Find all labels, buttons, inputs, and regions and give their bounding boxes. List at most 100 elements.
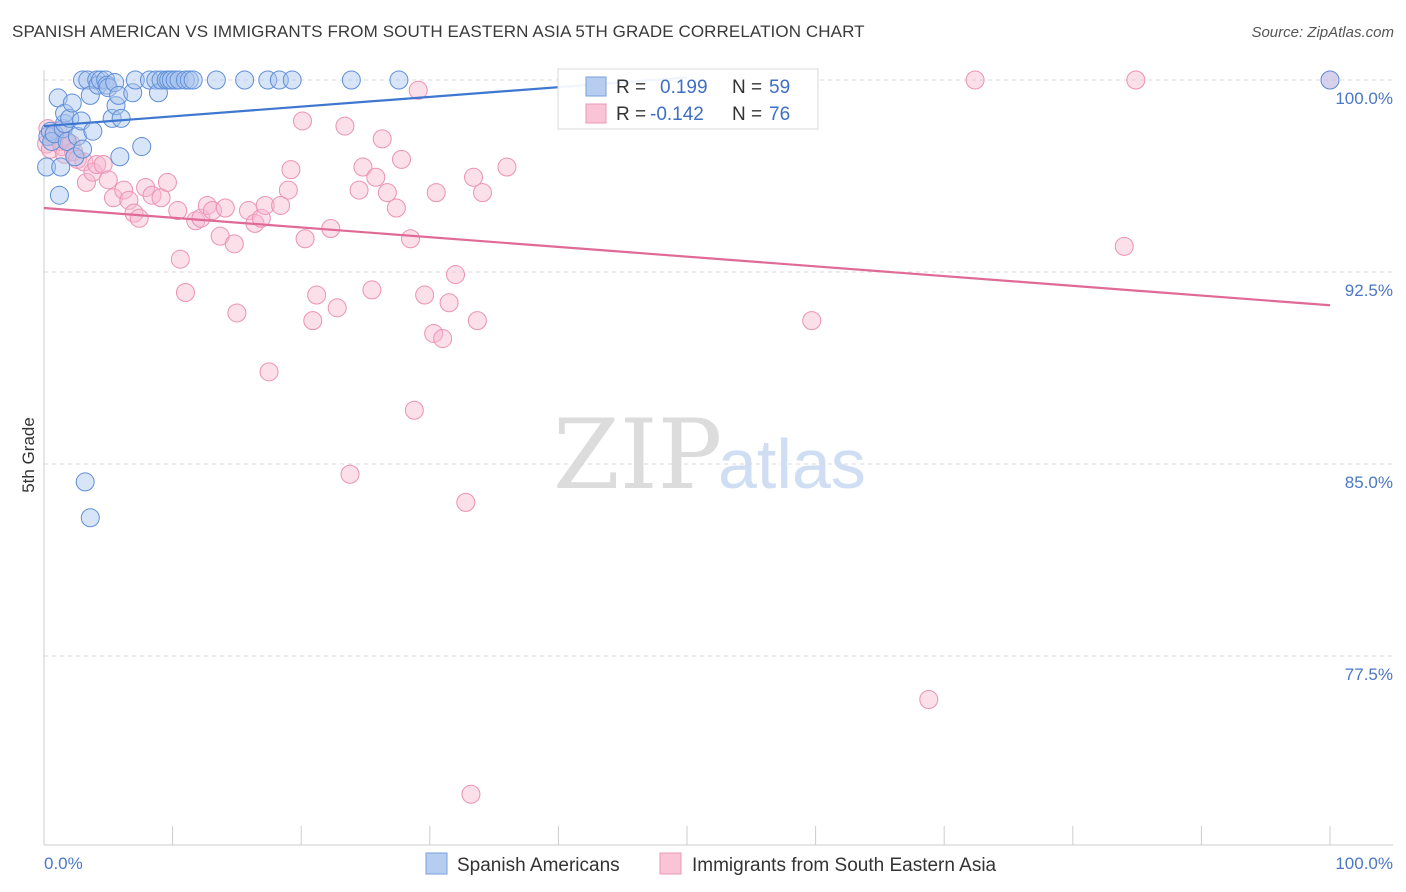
asia-point: [439, 293, 459, 313]
asia-point: [119, 190, 139, 210]
spanish-point: [75, 472, 95, 492]
asia-point: [497, 157, 517, 177]
spanish-point: [80, 508, 100, 528]
asia-point: [175, 282, 195, 302]
asia-point: [362, 280, 382, 300]
spanish-point: [282, 70, 302, 90]
asia-point: [303, 311, 323, 331]
spanish-point: [132, 137, 152, 157]
asia-point: [76, 172, 96, 192]
asia-point: [114, 180, 134, 200]
spanish-point: [65, 147, 85, 167]
stats-r-label-1: R =: [616, 77, 646, 98]
asia-point: [349, 180, 369, 200]
asia-point: [340, 464, 360, 484]
y-axis-label: 5th Grade: [19, 417, 38, 493]
asia-point: [37, 134, 57, 154]
asia-point: [919, 690, 939, 710]
asia-point: [292, 111, 312, 131]
asia-point: [377, 183, 397, 203]
stats-r-label-2: R =: [616, 104, 646, 125]
y-tick-label-1: 92.5%: [1345, 281, 1393, 300]
spanish-point: [111, 108, 131, 128]
asia-point: [965, 70, 985, 90]
stats-r-value-2: -0.142: [650, 104, 704, 125]
legend-label-asia: Immigrants from South Eastern Asia: [692, 855, 997, 876]
asia-point: [433, 329, 453, 349]
spanish-point: [98, 78, 118, 98]
asia-point: [456, 492, 476, 512]
spanish-point: [55, 103, 75, 123]
spanish-point: [37, 157, 57, 177]
chart-title: SPANISH AMERICAN VS IMMIGRANTS FROM SOUT…: [12, 22, 865, 41]
x-tick-label-100: 100.0%: [1335, 854, 1393, 873]
spanish-point: [42, 131, 62, 151]
legend-swatch-asia: [659, 852, 682, 875]
series-legend: Spanish Americans Immigrants from South …: [425, 852, 997, 876]
asia-point: [408, 80, 428, 100]
stats-swatch-spanish: [585, 76, 607, 97]
asia-point: [168, 201, 188, 221]
asia-point: [157, 172, 177, 192]
asia-point: [98, 170, 118, 190]
stats-legend: R = 0.199 N = 59 R = -0.142 N = 76: [557, 68, 819, 130]
legend-swatch-spanish: [425, 852, 448, 875]
asia-point: [87, 154, 107, 174]
asia-point: [255, 195, 275, 215]
x-ticks: [43, 826, 1331, 845]
asia-point: [251, 208, 271, 228]
spanish-point: [110, 147, 130, 167]
asia-point: [415, 285, 435, 305]
asia-point: [295, 229, 315, 249]
spanish-point: [73, 139, 93, 159]
spanish-point: [105, 73, 125, 93]
asia-point: [1126, 70, 1146, 90]
asia-point: [392, 149, 412, 169]
spanish-point: [235, 70, 255, 90]
stats-n-label-2: N =: [732, 104, 762, 125]
spanish-point: [258, 70, 278, 90]
series-spanish-points: [37, 70, 1340, 528]
asia-point: [170, 249, 190, 269]
spanish-point: [206, 70, 226, 90]
y-tick-labels: 100.0% 92.5% 85.0% 77.5%: [1335, 89, 1393, 684]
asia-point: [271, 195, 291, 215]
spanish-point: [49, 185, 69, 205]
asia-point: [281, 160, 301, 180]
spanish-point: [389, 70, 409, 90]
axes: [43, 70, 1393, 846]
asia-point: [467, 311, 487, 331]
stats-r-value-1: 0.199: [660, 77, 708, 98]
stats-n-value-2: 76: [769, 104, 790, 125]
spanish-point: [51, 157, 71, 177]
asia-point: [353, 157, 373, 177]
asia-point: [227, 303, 247, 323]
grid: [44, 79, 1393, 657]
series-asia-points: [37, 70, 1340, 804]
spanish-point: [109, 85, 129, 105]
spanish-point: [83, 121, 103, 141]
y-tick-label-2: 85.0%: [1345, 473, 1393, 492]
asia-point: [1114, 236, 1134, 256]
stats-n-label-1: N =: [732, 77, 762, 98]
asia-point: [327, 298, 347, 318]
stats-n-value-1: 59: [769, 77, 790, 98]
asia-point: [215, 198, 235, 218]
watermark-zip: ZIP: [553, 399, 722, 511]
asia-point: [802, 311, 822, 331]
asia-point: [366, 167, 386, 187]
spanish-point: [125, 70, 145, 90]
spanish-point: [62, 93, 82, 113]
asia-point: [401, 229, 421, 249]
asia-point: [278, 180, 298, 200]
asia-point: [259, 362, 279, 382]
legend-label-spanish: Spanish Americans: [457, 855, 620, 876]
x-tick-label-0: 0.0%: [44, 854, 83, 873]
spanish-point: [67, 126, 87, 146]
asia-point: [103, 188, 123, 208]
y-tick-label-0: 100.0%: [1335, 89, 1393, 108]
asia-point: [473, 183, 493, 203]
trend-line-asia: [43, 206, 1331, 307]
asia-point: [464, 167, 484, 187]
